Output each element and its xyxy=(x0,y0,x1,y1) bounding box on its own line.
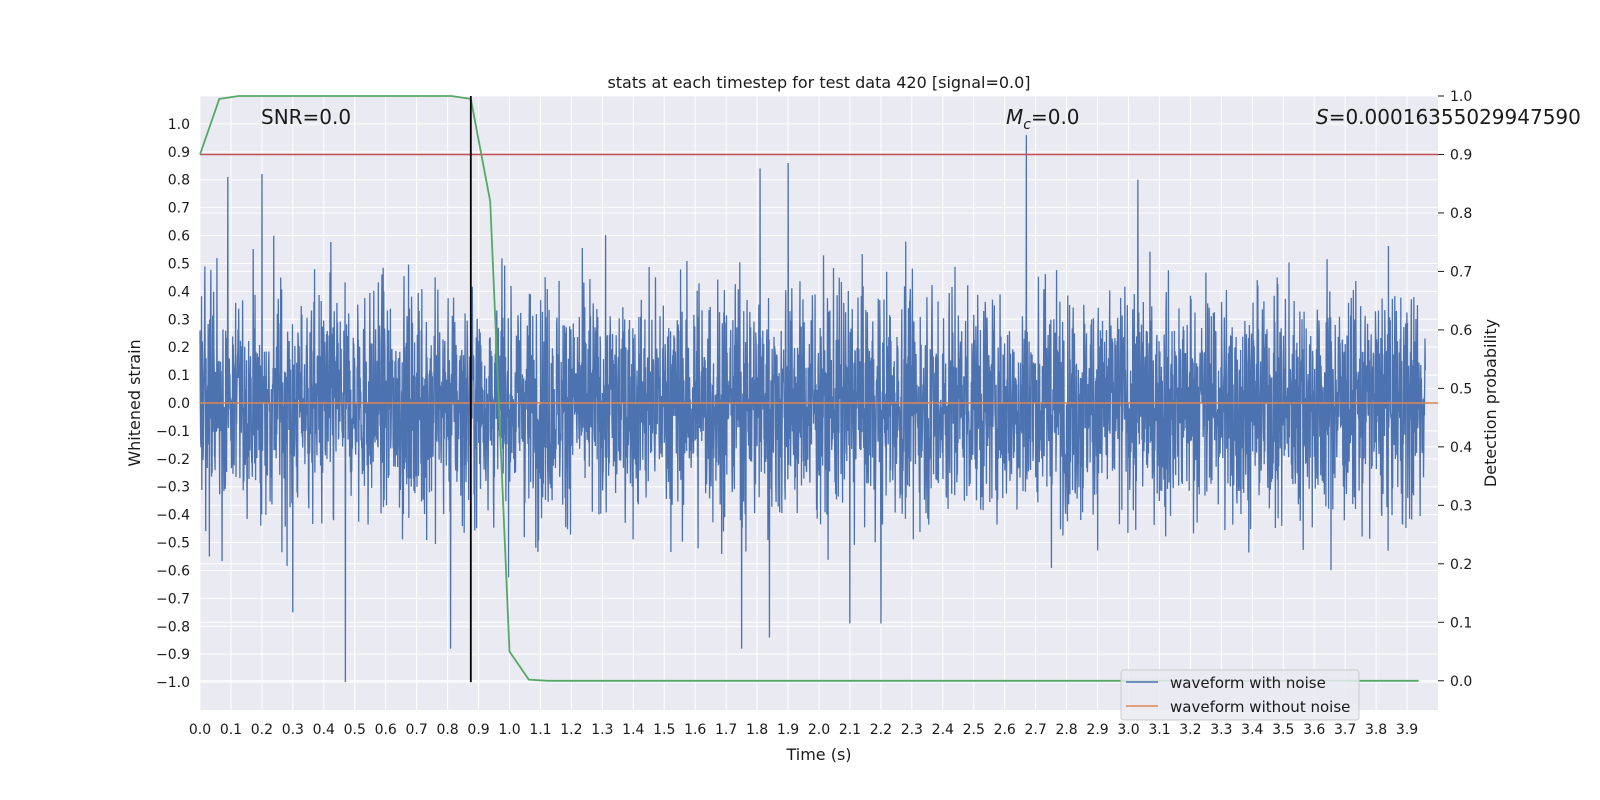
x-tick-label: 3.1 xyxy=(1148,722,1170,738)
y2-tick-label: 0.0 xyxy=(1450,674,1472,690)
legend: waveform with noise waveform without noi… xyxy=(1120,669,1360,721)
y-tick-label: −0.7 xyxy=(156,591,190,607)
y-tick-label: 0.4 xyxy=(168,284,190,300)
x-tick-label: 1.8 xyxy=(746,722,768,738)
detection-probability-line xyxy=(199,95,1419,682)
y-tick-label: −0.2 xyxy=(156,452,190,468)
y2-tick-label: 0.6 xyxy=(1450,323,1472,339)
y-tick-label: 0.0 xyxy=(168,396,190,412)
snr-annotation: SNR=0.0 xyxy=(261,105,351,129)
y-tick-label: 0.5 xyxy=(168,256,190,272)
y-tick-label: 0.2 xyxy=(168,340,190,356)
y2-tick-label: 0.4 xyxy=(1450,440,1472,456)
noisy-waveform-line xyxy=(199,135,1426,683)
x-tick-label: 1.9 xyxy=(777,722,799,738)
x-tick-label: 1.7 xyxy=(715,722,737,738)
x-tick-label: 0.2 xyxy=(251,722,273,738)
x-tick-label: 0.1 xyxy=(220,722,242,738)
x-axis-label: Time (s) xyxy=(785,745,851,764)
y2-tick-label: 0.3 xyxy=(1450,498,1472,514)
x-tick-label: 0.8 xyxy=(436,722,458,738)
y-axis-label: Whitened strain xyxy=(125,339,144,466)
x-tick-label: 0.4 xyxy=(313,722,335,738)
y-tick-label: −1.0 xyxy=(156,675,190,691)
x-tick-label: 2.2 xyxy=(870,722,892,738)
y-tick-label: 0.6 xyxy=(168,229,190,245)
y2-tick-label: 1.0 xyxy=(1450,89,1472,105)
plot-area xyxy=(199,95,1438,683)
x-tick-label: 1.4 xyxy=(622,722,644,738)
x-tick-label: 0.5 xyxy=(344,722,366,738)
x-tick-label: 3.4 xyxy=(1241,722,1263,738)
y-tick-label: 1.0 xyxy=(168,117,190,133)
x-tick-label: 1.1 xyxy=(529,722,551,738)
y-tick-label: −0.8 xyxy=(156,619,190,635)
x-tick-label: 1.2 xyxy=(560,722,582,738)
mc-symbol: M xyxy=(1006,105,1023,129)
x-tick-label: 3.7 xyxy=(1334,722,1356,738)
x-tick-label: 3.9 xyxy=(1396,722,1418,738)
y2-axis-label: Detection probability xyxy=(1481,319,1500,487)
x-tick-label: 3.2 xyxy=(1179,722,1201,738)
y-tick-label: −0.9 xyxy=(156,647,190,663)
y-tick-label: 0.8 xyxy=(168,173,190,189)
x-tick-label: 0.7 xyxy=(406,722,428,738)
y2-tick-label: 0.9 xyxy=(1450,147,1472,163)
x-tick-label: 0.9 xyxy=(467,722,489,738)
x-tick-label: 3.3 xyxy=(1210,722,1232,738)
mc-value: =0.0 xyxy=(1031,105,1080,129)
tick-labels: 0.0 0.1 0.2 0.3 0.4 0.5 0.6 0.7 0.8 0.9 1.0 1.1 1.2 1… xyxy=(156,89,1472,738)
x-tick-label: 2.8 xyxy=(1055,722,1077,738)
y-tick-label: 0.7 xyxy=(168,201,190,217)
y-tick-label: 0.3 xyxy=(168,312,190,328)
chart-title: stats at each timestep for test data 420… xyxy=(607,73,1030,92)
x-tick-label: 1.6 xyxy=(684,722,706,738)
x-tick-label: 0.3 xyxy=(282,722,304,738)
x-tick-label: 3.5 xyxy=(1272,722,1294,738)
x-tick-label: 2.9 xyxy=(1086,722,1108,738)
y2-tick-label: 0.1 xyxy=(1450,615,1472,631)
s-symbol: S xyxy=(1316,105,1329,129)
s-value: =0.00016355029947590 xyxy=(1329,105,1581,129)
mc-subscript: c xyxy=(1023,117,1031,133)
x-tick-label: 3.0 xyxy=(1117,722,1139,738)
x-tick-label: 2.3 xyxy=(901,722,923,738)
x-tick-label: 1.5 xyxy=(653,722,675,738)
y-tick-label: −0.4 xyxy=(156,508,190,524)
x-tick-label: 2.0 xyxy=(808,722,830,738)
x-tick-label: 2.5 xyxy=(963,722,985,738)
legend-box xyxy=(1120,669,1360,721)
y2-tick-label: 0.7 xyxy=(1450,264,1472,280)
s-annotation: S=0.00016355029947590 xyxy=(1316,105,1581,129)
x-tick-label: 2.6 xyxy=(994,722,1016,738)
legend-label-noise: waveform with noise xyxy=(1170,674,1326,692)
y-tick-label: −0.6 xyxy=(156,563,190,579)
x-tick-label: 0.0 xyxy=(189,722,211,738)
x-tick-label: 2.4 xyxy=(932,722,954,738)
y-tick-label: −0.3 xyxy=(156,480,190,496)
y-tick-label: −0.1 xyxy=(156,424,190,440)
x-tick-label: 1.3 xyxy=(591,722,613,738)
y-tick-label: −0.5 xyxy=(156,536,190,552)
x-tick-label: 3.6 xyxy=(1303,722,1325,738)
mc-annotation: Mc=0.0 xyxy=(1006,105,1080,133)
y2-tick-label: 0.2 xyxy=(1450,557,1472,573)
x-tick-label: 0.6 xyxy=(375,722,397,738)
y-tick-label: 0.9 xyxy=(168,145,190,161)
x-tick-label: 2.1 xyxy=(839,722,861,738)
x-tick-label: 2.7 xyxy=(1025,722,1047,738)
y2-tick-label: 0.5 xyxy=(1450,381,1472,397)
y-tick-label: 0.1 xyxy=(168,368,190,384)
legend-label-clean: waveform without noise xyxy=(1170,698,1350,716)
x-tick-label: 1.0 xyxy=(498,722,520,738)
x-tick-label: 3.8 xyxy=(1365,722,1387,738)
y2-tick-label: 0.8 xyxy=(1450,206,1472,222)
